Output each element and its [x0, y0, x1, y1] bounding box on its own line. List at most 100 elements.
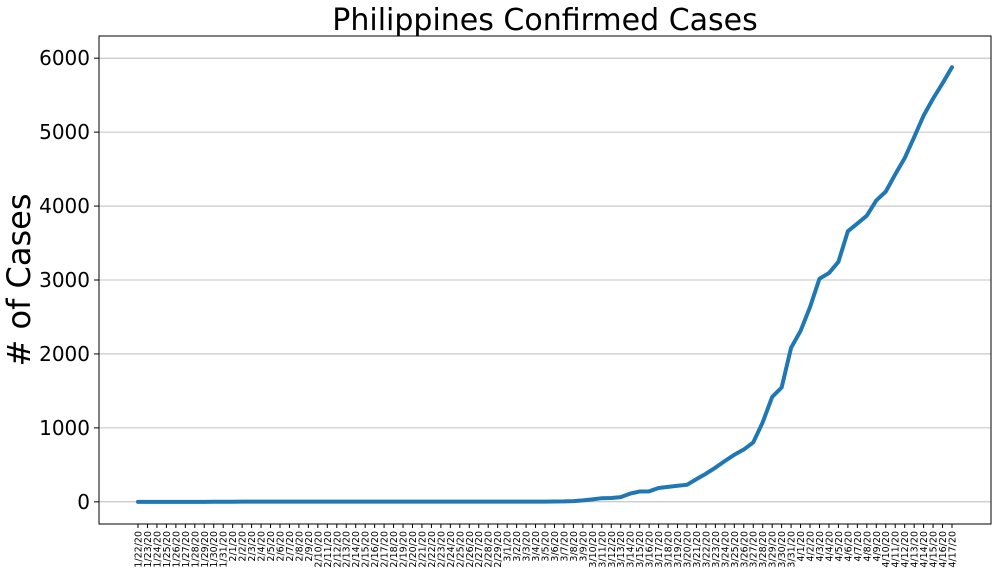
x-tick-label: 3/20/20 [682, 531, 693, 568]
x-tick-label: 2/17/20 [380, 531, 391, 568]
x-tick-label: 3/3/20 [522, 531, 533, 562]
x-tick-label: 1/31/20 [219, 531, 230, 568]
x-tick-label: 4/3/20 [815, 531, 826, 562]
y-tick-label: 6000 [39, 46, 90, 70]
x-tick-label: 3/26/20 [739, 531, 750, 568]
x-tick-label: 1/29/20 [200, 531, 211, 568]
x-tick-label: 3/4/20 [531, 531, 542, 562]
x-tick-label: 3/10/20 [588, 531, 599, 568]
x-tick-label: 2/12/20 [332, 531, 343, 568]
x-tick-label: 4/9/20 [872, 531, 883, 562]
x-tick-label: 2/24/20 [446, 531, 457, 568]
x-tick-label: 3/7/20 [559, 531, 570, 562]
x-tick-label: 2/11/20 [323, 531, 334, 568]
x-tick-label: 3/29/20 [768, 531, 779, 568]
x-tick-label: 1/27/20 [181, 531, 192, 568]
y-tick-label: 0 [77, 490, 90, 514]
x-tick-label: 1/28/20 [190, 531, 201, 568]
series-line [136, 65, 954, 504]
x-tick-label: 2/10/20 [313, 531, 324, 568]
x-tick-label: 3/31/20 [787, 531, 798, 568]
x-tick-label: 2/20/20 [408, 531, 419, 568]
x-tick-label: 2/26/20 [465, 531, 476, 568]
x-tick-label: 2/4/20 [257, 531, 268, 562]
x-tick-label: 2/1/20 [228, 531, 239, 562]
x-tick-label: 2/7/20 [285, 531, 296, 562]
x-tick-label: 1/22/20 [134, 531, 145, 568]
x-tick-label: 2/29/20 [493, 531, 504, 568]
x-tick-label: 2/6/20 [275, 531, 286, 562]
x-tick-label: 4/10/20 [881, 531, 892, 568]
x-tick-label: 3/19/20 [673, 531, 684, 568]
x-tick-label: 4/7/20 [853, 531, 864, 562]
x-tick-label: 4/6/20 [843, 531, 854, 562]
x-tick-label: 3/23/20 [711, 531, 722, 568]
x-tick-label: 4/4/20 [824, 531, 835, 562]
x-tick-label: 4/5/20 [834, 531, 845, 562]
x-tick-label: 4/16/20 [938, 531, 949, 568]
x-tick-label: 3/13/20 [616, 531, 627, 568]
x-tick-label: 2/3/20 [247, 531, 258, 562]
gridlines [99, 57, 991, 503]
y-tick-label: 2000 [39, 342, 90, 366]
x-tick-label: 2/28/20 [484, 531, 495, 568]
x-tick-label: 3/18/20 [664, 531, 675, 568]
y-axis-label: # of Cases [0, 194, 38, 367]
x-tick-label: 3/21/20 [692, 531, 703, 568]
x-tick-label: 3/28/20 [758, 531, 769, 568]
x-tick-label: 2/18/20 [389, 531, 400, 568]
x-tick-label: 3/17/20 [654, 531, 665, 568]
x-tick-label: 3/8/20 [569, 531, 580, 562]
x-tick-label: 1/23/20 [143, 531, 154, 568]
y-tick-label: 5000 [39, 120, 90, 144]
x-tick-label: 2/5/20 [266, 531, 277, 562]
x-tick-label: 2/2/20 [238, 531, 249, 562]
x-tick-label: 3/24/20 [720, 531, 731, 568]
x-tick-label: 2/13/20 [342, 531, 353, 568]
x-tick-label: 2/21/20 [417, 531, 428, 568]
x-tick-label: 1/25/20 [162, 531, 173, 568]
x-tick-label: 3/6/20 [550, 531, 561, 562]
x-tick-label: 2/8/20 [294, 531, 305, 562]
x-tick-label: 1/24/20 [152, 531, 163, 568]
x-tick-label: 4/1/20 [796, 531, 807, 562]
y-axis-ticks: 0 1000 2000 3000 4000 5000 6000 [39, 46, 99, 514]
x-tick-label: 3/1/20 [503, 531, 514, 562]
x-tick-label: 2/16/20 [370, 531, 381, 568]
x-tick-label: 2/22/20 [427, 531, 438, 568]
x-tick-label: 2/23/20 [436, 531, 447, 568]
y-tick-label: 1000 [39, 416, 90, 440]
x-tick-label: 2/15/20 [361, 531, 372, 568]
y-tick-label: 4000 [39, 194, 90, 218]
x-tick-label: 2/14/20 [351, 531, 362, 568]
x-tick-label: 1/26/20 [171, 531, 182, 568]
x-tick-label: 3/22/20 [701, 531, 712, 568]
x-tick-label: 3/30/20 [777, 531, 788, 568]
x-tick-label: 3/27/20 [749, 531, 760, 568]
x-tick-label: 2/27/20 [474, 531, 485, 568]
x-tick-label: 3/25/20 [730, 531, 741, 568]
x-tick-label: 4/2/20 [806, 531, 817, 562]
x-tick-label: 4/17/20 [948, 531, 959, 568]
chart-title: Philippines Confirmed Cases [332, 3, 758, 38]
x-tick-label: 3/2/20 [512, 531, 523, 562]
x-tick-label: 1/30/20 [209, 531, 220, 568]
x-tick-label: 4/14/20 [919, 531, 930, 568]
x-tick-label: 2/25/20 [455, 531, 466, 568]
x-tick-label: 3/14/20 [626, 531, 637, 568]
x-tick-label: 4/15/20 [929, 531, 940, 568]
x-tick-label: 3/12/20 [607, 531, 618, 568]
x-axis-ticks: 1/22/201/23/201/24/201/25/201/26/201/27/… [134, 524, 959, 568]
x-tick-label: 2/19/20 [399, 531, 410, 568]
x-tick-label: 4/13/20 [910, 531, 921, 568]
x-tick-label: 2/9/20 [304, 531, 315, 562]
x-tick-label: 4/12/20 [900, 531, 911, 568]
y-tick-label: 3000 [39, 268, 90, 292]
x-tick-label: 3/16/20 [645, 531, 656, 568]
x-tick-label: 3/5/20 [541, 531, 552, 562]
x-tick-label: 4/11/20 [891, 531, 902, 568]
x-tick-label: 3/9/20 [578, 531, 589, 562]
x-tick-label: 3/15/20 [635, 531, 646, 568]
x-tick-label: 3/11/20 [597, 531, 608, 568]
